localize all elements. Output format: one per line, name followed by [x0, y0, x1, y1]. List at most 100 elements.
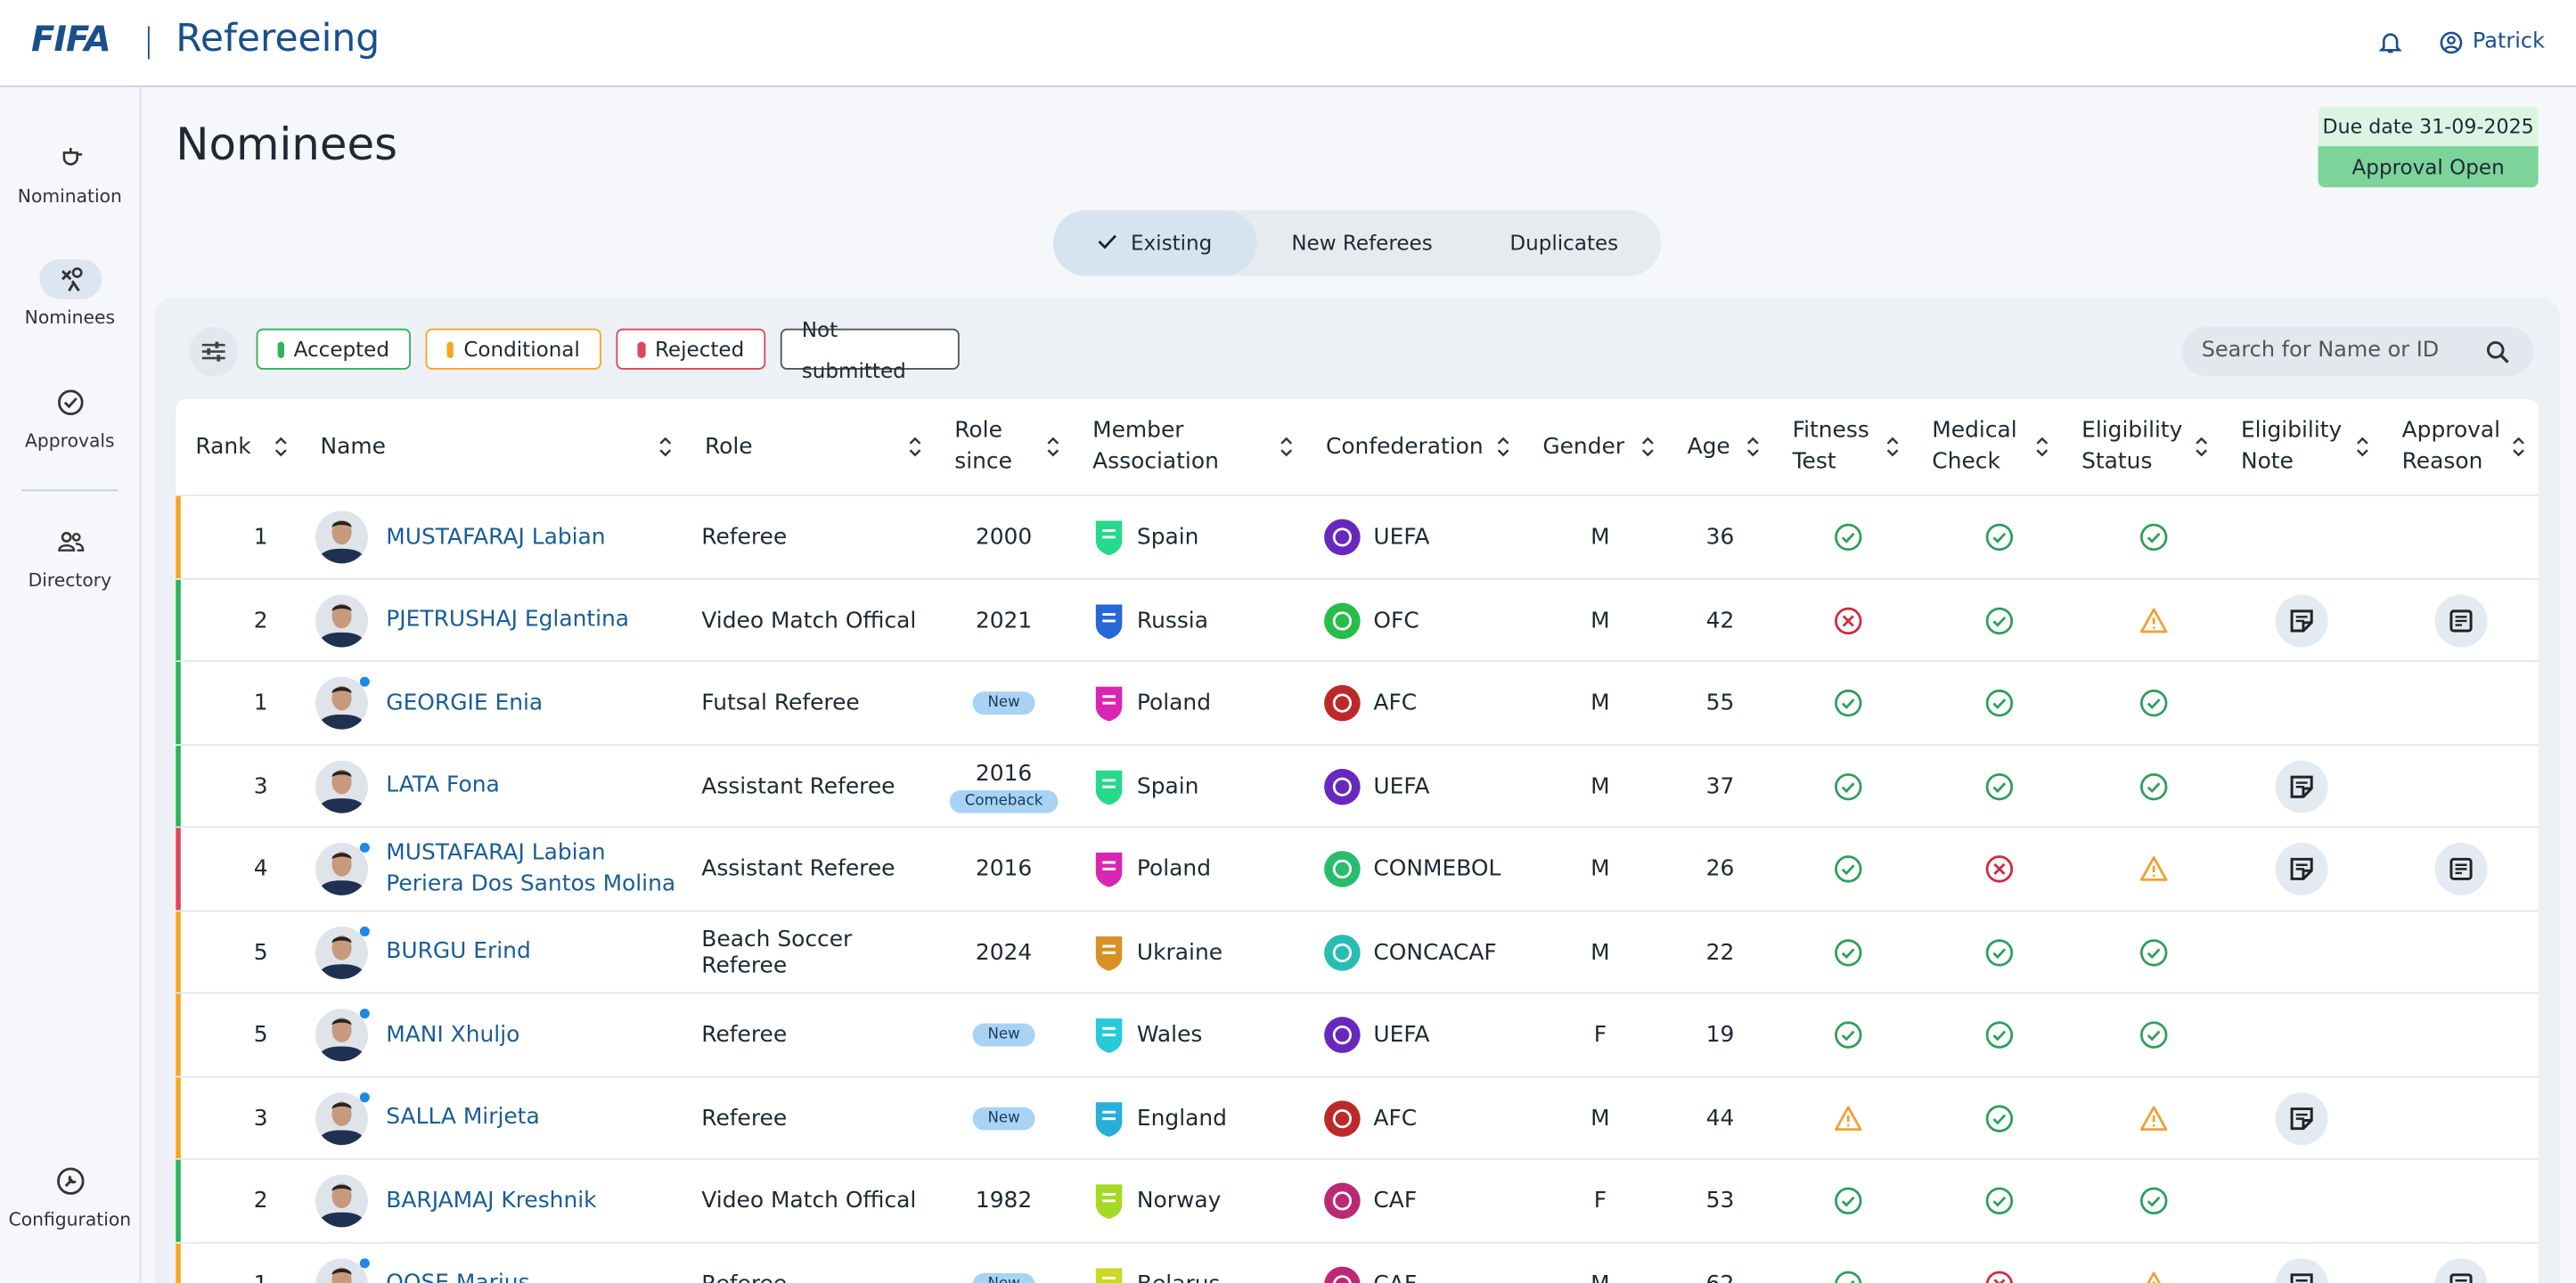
- column-header[interactable]: Confederation: [1306, 399, 1523, 494]
- medical-status: [1983, 1103, 2013, 1132]
- column-header-label: Role: [704, 432, 753, 460]
- nav-icon[interactable]: [39, 138, 102, 177]
- avatar: [315, 758, 372, 814]
- table-row[interactable]: 5 MANI Xhuljo Referee New Wales UEFA F 19: [176, 992, 2539, 1076]
- table-row[interactable]: 1 MUSTAFARAJ Labian Referee 2000 Spain UEFA M 3…: [176, 494, 2539, 579]
- filter-chip[interactable]: Accepted: [256, 328, 411, 370]
- nav-label[interactable]: Directory: [28, 569, 112, 592]
- avatar: [315, 675, 372, 731]
- notification-bell[interactable]: [2378, 29, 2402, 54]
- nominee-name[interactable]: BARJAMAJ Kreshnik: [386, 1187, 597, 1214]
- filter-chip[interactable]: Not submitted: [780, 316, 960, 382]
- user-name[interactable]: Patrick: [2472, 29, 2545, 54]
- medical-status: [1983, 1269, 2013, 1283]
- user-icon[interactable]: [2440, 31, 2463, 54]
- rank: 5: [253, 938, 268, 966]
- eligibility-note-button[interactable]: [2274, 1090, 2330, 1146]
- sort-icon[interactable]: [1641, 436, 1655, 467]
- approval-reason-button[interactable]: [2433, 1256, 2489, 1283]
- tab[interactable]: Duplicates: [1468, 210, 1662, 276]
- gender-cell: M: [1523, 1077, 1667, 1159]
- note-cell: [2221, 1077, 2383, 1159]
- column-header[interactable]: Rank: [176, 399, 300, 494]
- column-header[interactable]: Medical Check: [1912, 399, 2062, 494]
- search-input[interactable]: Search for Name or ID: [2181, 326, 2534, 377]
- nominee-name[interactable]: PJETRUSHAJ Eglantina: [386, 606, 630, 633]
- nominee-name[interactable]: OOSE Marius: [386, 1268, 529, 1283]
- column-header[interactable]: Role: [685, 399, 935, 494]
- search-icon[interactable]: [2486, 340, 2511, 365]
- sort-icon[interactable]: [1280, 436, 1293, 467]
- nominee-name[interactable]: LATA Fona: [386, 772, 500, 799]
- column-header[interactable]: Gender: [1523, 399, 1667, 494]
- nav-label[interactable]: Configuration: [8, 1209, 132, 1231]
- table-row[interactable]: 3 SALLA Mirjeta Referee New England AFC M 44: [176, 1075, 2539, 1159]
- sort-icon[interactable]: [1047, 436, 1060, 467]
- medical-status: [1983, 772, 2013, 801]
- nav-label[interactable]: Nominees: [24, 306, 116, 329]
- nominee-name[interactable]: MANI Xhuljo: [386, 1020, 520, 1048]
- approval-reason-button[interactable]: [2433, 592, 2489, 649]
- rank-cell: 3: [176, 1077, 300, 1159]
- filter-chip[interactable]: Conditional: [425, 328, 601, 370]
- eligibility-note-button[interactable]: [2274, 758, 2330, 814]
- sort-icon[interactable]: [909, 436, 922, 467]
- sort-icon[interactable]: [2035, 436, 2049, 467]
- column-header[interactable]: Eligibility Status: [2062, 399, 2221, 494]
- sort-icon[interactable]: [2512, 436, 2525, 467]
- table-row[interactable]: 3 LATA Fona Assistant Referee 2016 Comeback S…: [176, 743, 2539, 828]
- column-header[interactable]: Eligibility Note: [2221, 399, 2383, 494]
- column-header[interactable]: Name: [300, 399, 684, 494]
- fitness-status: [1833, 1269, 1862, 1283]
- sort-icon[interactable]: [2356, 436, 2369, 467]
- nav-icon[interactable]: [39, 259, 102, 299]
- table-row[interactable]: 4 MUSTAFARAJ Labian Periera Dos Santos Mo…: [176, 826, 2539, 911]
- status-bar: [176, 911, 181, 993]
- column-header[interactable]: Fitness Test: [1772, 399, 1912, 494]
- table-row[interactable]: 5 BURGU Erind Beach Soccer Referee 2024 Ukra…: [176, 909, 2539, 993]
- tab[interactable]: Existing: [1052, 210, 1257, 276]
- eligibility-note-button[interactable]: [2274, 841, 2330, 897]
- filter-chip[interactable]: Rejected: [616, 328, 766, 370]
- column-header[interactable]: Approval Reason: [2383, 399, 2539, 494]
- nav-icon[interactable]: [39, 1162, 102, 1201]
- sort-icon[interactable]: [274, 436, 288, 467]
- nav-label[interactable]: Approvals: [25, 430, 115, 453]
- role-since: 2024: [975, 938, 1033, 966]
- eligibility-icon: [2062, 828, 2221, 910]
- approval-reason-button[interactable]: [2433, 841, 2489, 897]
- nominee-name[interactable]: MUSTAFARAJ Labian: [386, 523, 606, 550]
- rank-cell: 5: [176, 993, 300, 1075]
- role-since: 2016: [975, 759, 1033, 787]
- table-row[interactable]: 1 GEORGIE Enia Futsal Referee New Poland AFC M…: [176, 660, 2539, 745]
- gender-cell: M: [1523, 1243, 1667, 1283]
- eligibility-note-button[interactable]: [2274, 592, 2330, 649]
- nominee-name[interactable]: MUSTAFARAJ Labian Periera Dos Santos Mol…: [386, 839, 676, 897]
- column-header[interactable]: Role since: [935, 399, 1073, 494]
- brand-logo[interactable]: FIFA: [31, 20, 111, 60]
- rank: 1: [254, 1271, 268, 1283]
- rank-cell: 1: [176, 1243, 300, 1283]
- nominee-name[interactable]: BURGU Erind: [386, 937, 531, 965]
- tab[interactable]: New Referees: [1257, 210, 1468, 276]
- chip-label: Rejected: [654, 336, 745, 362]
- nav-icon[interactable]: [39, 522, 102, 561]
- filter-settings-button[interactable]: [189, 326, 239, 377]
- table-row[interactable]: 1 OOSE Marius Referee New Belarus CAF M 62: [176, 1240, 2539, 1283]
- nav-label[interactable]: Nomination: [17, 185, 122, 208]
- association-flag: [1089, 764, 1128, 807]
- table-row[interactable]: 2 BARJAMAJ Kreshnik Video Match Offical 198…: [176, 1157, 2539, 1242]
- nominee-name[interactable]: SALLA Mirjeta: [386, 1104, 540, 1131]
- sort-icon[interactable]: [2195, 436, 2208, 467]
- sort-icon[interactable]: [1497, 436, 1510, 467]
- table-row[interactable]: 2 PJETRUSHAJ Eglantina Video Match Offical…: [176, 577, 2539, 662]
- sort-icon[interactable]: [658, 436, 672, 467]
- nav-icon[interactable]: [39, 383, 102, 422]
- nominee-name[interactable]: GEORGIE Enia: [386, 689, 544, 715]
- sort-icon[interactable]: [1886, 436, 1900, 467]
- eligibility-note-button[interactable]: [2274, 1256, 2330, 1283]
- sort-icon[interactable]: [1746, 436, 1760, 467]
- column-header[interactable]: Member Association: [1073, 399, 1306, 494]
- column-header[interactable]: Age: [1667, 399, 1772, 494]
- medical-status: [1983, 854, 2013, 884]
